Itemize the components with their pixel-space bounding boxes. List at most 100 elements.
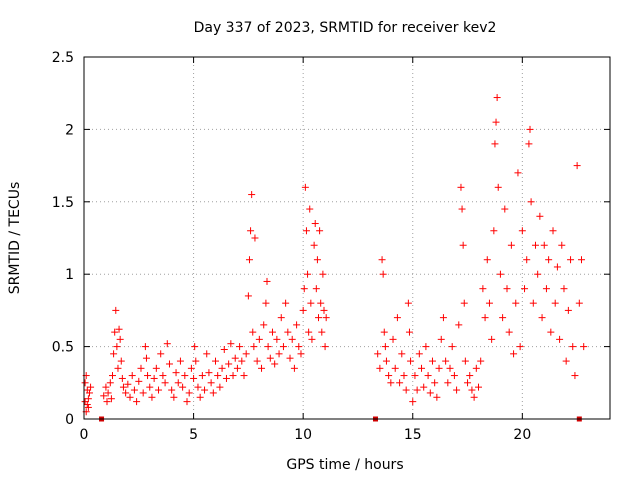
data-point [250,343,258,351]
data-point [426,389,434,397]
x-tick-label: 5 [189,427,198,443]
data-point [300,285,308,293]
data-point [580,343,588,351]
data-point [216,383,224,391]
data-point [442,357,450,365]
data-point [108,372,116,380]
data-point [194,383,202,391]
data-point [258,364,266,372]
x-tick-label: 15 [404,427,422,443]
data-point [293,321,301,329]
data-point [165,360,173,368]
data-point [385,372,393,380]
data-point [466,372,474,380]
data-point [115,325,123,333]
data-point [142,354,150,362]
data-point [103,398,111,406]
data-point [196,393,204,401]
data-point [273,335,281,343]
data-point [549,227,557,235]
data-point [516,343,524,351]
data-point [536,212,544,220]
data-point [220,345,228,353]
data-point [253,357,261,365]
data-point [529,299,537,307]
data-point [431,379,439,387]
data-point [161,379,169,387]
data-point [304,270,312,278]
data-point [227,340,235,348]
data-point [148,393,156,401]
data-point [308,335,316,343]
data-point [526,125,534,133]
data-point [472,364,480,372]
data-point [398,350,406,358]
data-point [439,314,447,322]
data-point [492,118,500,126]
data-point [437,335,445,343]
data-point [479,285,487,293]
data-point [374,350,382,358]
data-point [540,241,548,249]
data-point [507,241,515,249]
data-point [236,343,244,351]
data-point [176,357,184,365]
data-point [505,328,513,336]
data-point [457,183,465,191]
data-point [126,393,134,401]
data-point [124,380,132,388]
data-point [569,343,577,351]
data-point [113,343,121,351]
data-point [191,343,199,351]
axis-ticks [83,56,610,420]
data-point [411,372,419,380]
data-point [302,227,310,235]
data-point [135,377,143,385]
data-point [141,343,149,351]
data-point [493,94,501,102]
data-point [491,140,499,148]
data-point [233,364,241,372]
data-point [146,383,154,391]
data-point [453,386,461,394]
data-point [460,299,468,307]
data-point [183,398,191,406]
data-point [301,183,309,191]
data-point [523,256,531,264]
data-point [527,198,535,206]
data-point [393,314,401,322]
data-point [381,343,389,351]
data-point [268,328,276,336]
data-point [266,354,274,362]
data-point [264,343,272,351]
data-point [130,386,138,394]
data-point [262,299,270,307]
data-point [567,256,575,264]
data-point [128,372,136,380]
data-point [181,372,189,380]
data-point [102,383,110,391]
data-point [307,299,315,307]
data-point [315,314,323,322]
data-point [187,364,195,372]
data-point [380,328,388,336]
data-point [459,241,467,249]
data-point [468,386,476,394]
data-point [317,299,325,307]
y-tick-label: 2.5 [52,50,74,66]
data-point [322,314,330,322]
data-point [172,369,180,377]
data-point [407,357,415,365]
data-point [560,285,568,293]
data-point [545,256,553,264]
data-point [111,328,119,336]
data-point [448,343,456,351]
data-point [168,386,176,394]
data-point [299,306,307,314]
data-point [376,364,384,372]
data-point [251,234,259,242]
x-tick-label: 0 [80,427,89,443]
data-point [306,205,314,213]
data-point [312,285,320,293]
